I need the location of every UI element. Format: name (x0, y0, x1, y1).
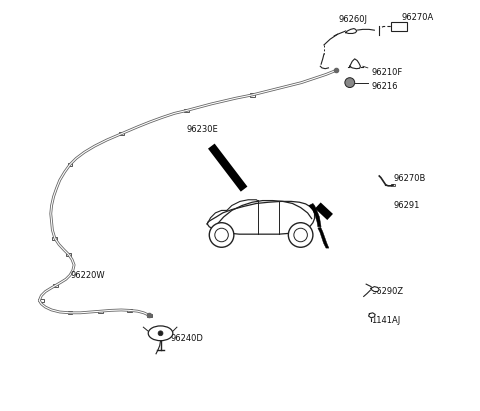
Bar (52, 237, 57, 240)
Circle shape (288, 223, 313, 247)
Text: 96210F: 96210F (371, 68, 402, 77)
Text: 96216: 96216 (371, 82, 397, 91)
Bar (119, 132, 124, 136)
Circle shape (158, 331, 163, 336)
Polygon shape (371, 286, 379, 291)
Polygon shape (346, 28, 357, 33)
Text: 96270B: 96270B (394, 174, 426, 183)
Text: 96230E: 96230E (187, 125, 218, 134)
Ellipse shape (148, 326, 173, 341)
Bar (391, 184, 395, 187)
Bar (98, 309, 103, 313)
Text: 1141AJ: 1141AJ (371, 316, 400, 325)
Circle shape (345, 78, 355, 88)
Polygon shape (309, 203, 321, 227)
Bar (39, 299, 44, 302)
Circle shape (215, 228, 228, 242)
Polygon shape (350, 59, 360, 69)
Circle shape (294, 228, 307, 242)
Bar (250, 93, 255, 97)
Text: 96240D: 96240D (170, 334, 203, 343)
FancyBboxPatch shape (391, 22, 407, 31)
Polygon shape (318, 227, 329, 248)
Polygon shape (207, 201, 314, 234)
Text: 96220W: 96220W (70, 270, 105, 279)
Polygon shape (369, 313, 375, 318)
Text: 96270A: 96270A (401, 14, 433, 22)
Text: 96291: 96291 (394, 201, 420, 210)
Bar (146, 314, 152, 317)
Bar (127, 309, 132, 312)
Text: 96290Z: 96290Z (371, 287, 403, 296)
Circle shape (209, 223, 234, 247)
Bar (66, 253, 71, 256)
Bar (53, 284, 58, 287)
Bar (68, 163, 72, 166)
Text: 96260J: 96260J (338, 15, 367, 23)
Bar (68, 311, 72, 314)
Bar (184, 109, 189, 112)
